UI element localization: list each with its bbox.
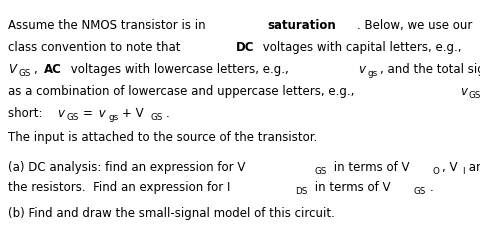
Text: + V: + V	[122, 107, 144, 120]
Text: gs: gs	[109, 113, 119, 121]
Text: (b) Find and draw the small-signal model of this circuit.: (b) Find and draw the small-signal model…	[8, 207, 335, 220]
Text: .: .	[166, 107, 170, 120]
Text: as a combination of lowercase and uppercase letters, e.g.,: as a combination of lowercase and upperc…	[8, 85, 358, 98]
Text: DC: DC	[235, 41, 254, 54]
Text: O: O	[433, 167, 440, 175]
Text: GS: GS	[66, 113, 79, 121]
Text: class convention to note that: class convention to note that	[8, 41, 184, 54]
Text: short:: short:	[8, 107, 46, 120]
Text: , and the total signal: , and the total signal	[380, 63, 480, 76]
Text: DS: DS	[295, 186, 307, 196]
Text: and: and	[465, 161, 480, 174]
Text: voltages with capital letters, e.g.,: voltages with capital letters, e.g.,	[259, 41, 462, 54]
Text: (a) DC analysis: find an expression for V: (a) DC analysis: find an expression for …	[8, 161, 245, 174]
Text: The input is attached to the source of the transistor.: The input is attached to the source of t…	[8, 131, 317, 144]
Text: GS: GS	[18, 69, 31, 77]
Text: v: v	[57, 107, 64, 120]
Text: in terms of V: in terms of V	[311, 181, 390, 194]
Text: GS: GS	[150, 113, 162, 121]
Text: GS: GS	[413, 186, 426, 196]
Text: v: v	[95, 107, 106, 120]
Text: Assume the NMOS transistor is in: Assume the NMOS transistor is in	[8, 19, 209, 32]
Text: V: V	[8, 63, 16, 76]
Text: GS: GS	[469, 91, 480, 99]
Text: saturation: saturation	[268, 19, 336, 32]
Text: gs: gs	[367, 69, 377, 77]
Text: ,: ,	[34, 63, 42, 76]
Text: the resistors.  Find an expression for I: the resistors. Find an expression for I	[8, 181, 230, 194]
Text: GS: GS	[314, 167, 327, 175]
Text: =: =	[83, 107, 92, 120]
Text: . Below, we use our: . Below, we use our	[357, 19, 472, 32]
Text: in terms of V: in terms of V	[330, 161, 410, 174]
Text: v: v	[358, 63, 365, 76]
Text: voltages with lowercase letters, e.g.,: voltages with lowercase letters, e.g.,	[67, 63, 292, 76]
Text: .: .	[430, 181, 433, 194]
Text: , V: , V	[442, 161, 457, 174]
Text: AC: AC	[44, 63, 62, 76]
Text: v: v	[460, 85, 467, 98]
Text: I: I	[462, 167, 464, 175]
